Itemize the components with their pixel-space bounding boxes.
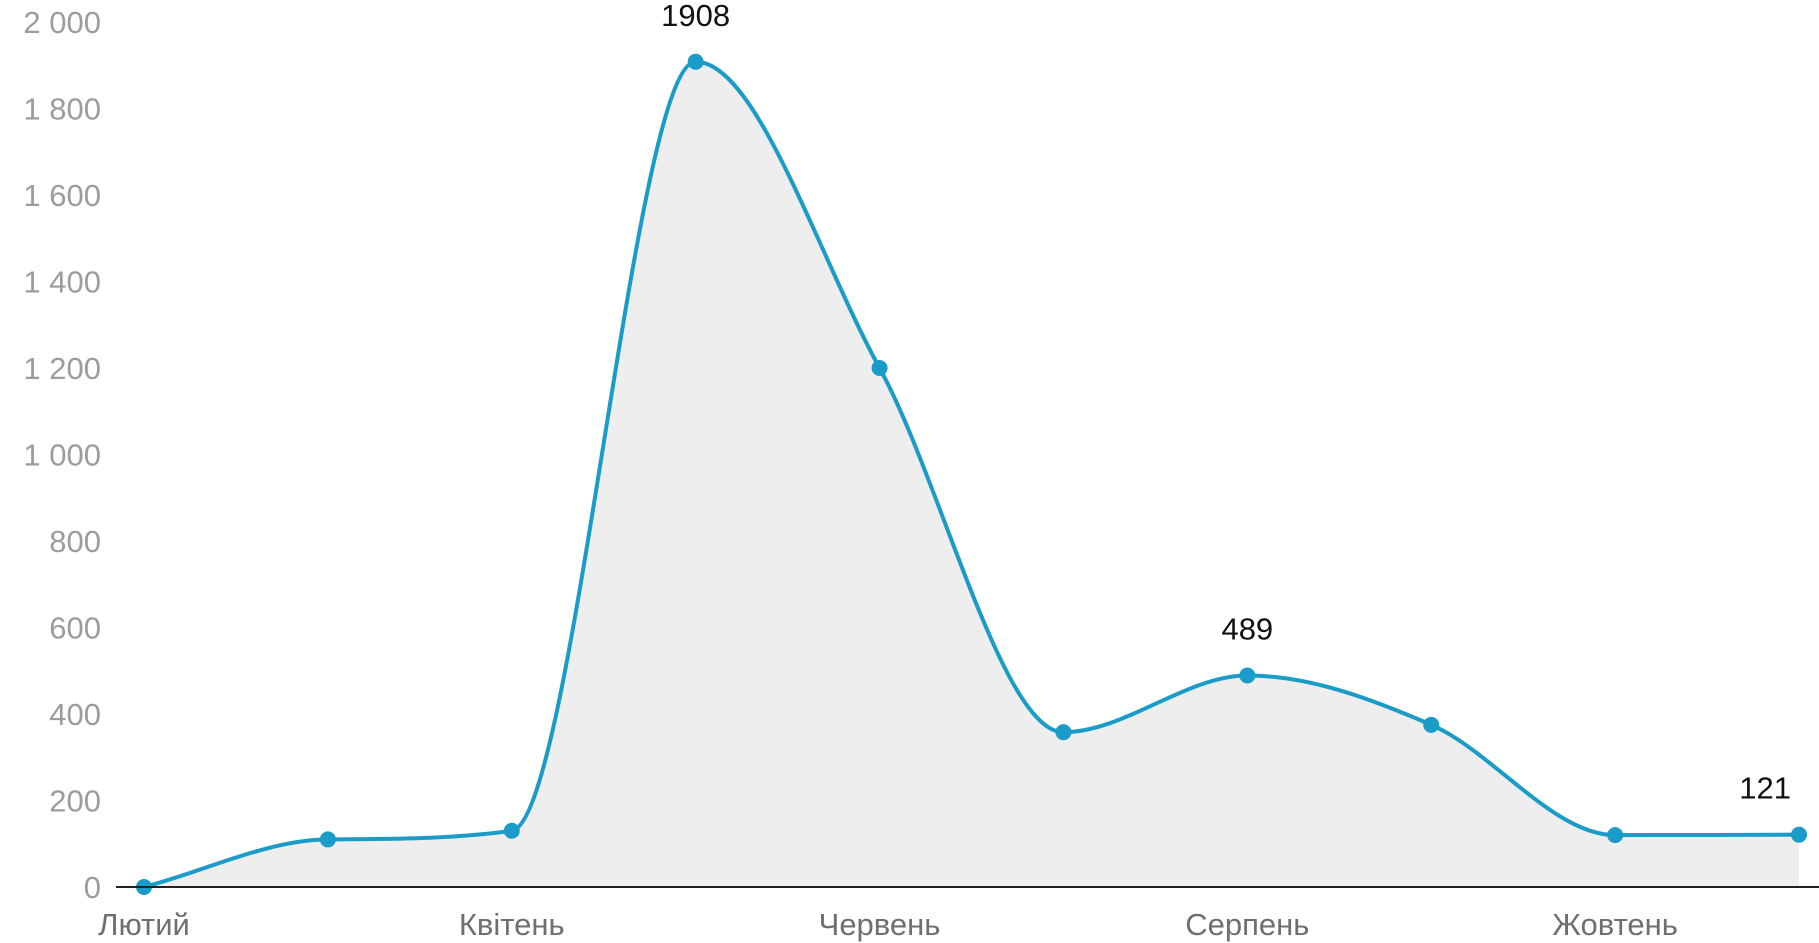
x-tick-label: Червень [819,907,941,942]
y-tick-label: 2 000 [23,5,101,40]
y-tick-label: 200 [49,784,101,819]
data-label: 1908 [661,0,730,33]
y-tick-label: 1 000 [23,438,101,473]
data-point[interactable] [871,360,888,376]
data-point[interactable] [1423,716,1440,733]
plot-area [136,53,1807,895]
data-point[interactable] [1791,826,1807,843]
y-tick-label: 0 [84,870,101,905]
data-point[interactable] [1607,827,1624,844]
y-tick-label: 1 600 [23,178,101,213]
y-tick-label: 400 [49,697,101,732]
data-point[interactable] [503,822,520,839]
series-line [142,59,1801,889]
data-point[interactable] [1055,724,1072,741]
data-point[interactable] [1239,667,1256,684]
y-tick-label: 800 [49,524,101,559]
data-point[interactable] [687,53,704,70]
x-axis: Лютий Квітень Червень Серпень Жовтень [98,886,1819,942]
y-tick-label: 1 200 [23,351,101,386]
area-fill [144,61,1799,888]
y-tick-label: 600 [49,611,101,646]
y-tick-label: 1 400 [23,265,101,300]
data-label: 121 [1739,771,1791,806]
x-tick-label: Серпень [1185,907,1309,942]
x-tick-label: Лютий [98,907,190,942]
data-point[interactable] [319,831,336,848]
y-axis: 0 200 400 600 800 1 000 1 200 1 400 1 600 1 800 2 … [23,5,101,905]
data-label: 489 [1221,612,1273,647]
data-labels: 1908 489 121 [661,0,1791,806]
x-tick-label: Жовтень [1552,907,1678,942]
y-tick-label: 1 800 [23,92,101,127]
x-tick-label: Квітень [459,907,565,942]
